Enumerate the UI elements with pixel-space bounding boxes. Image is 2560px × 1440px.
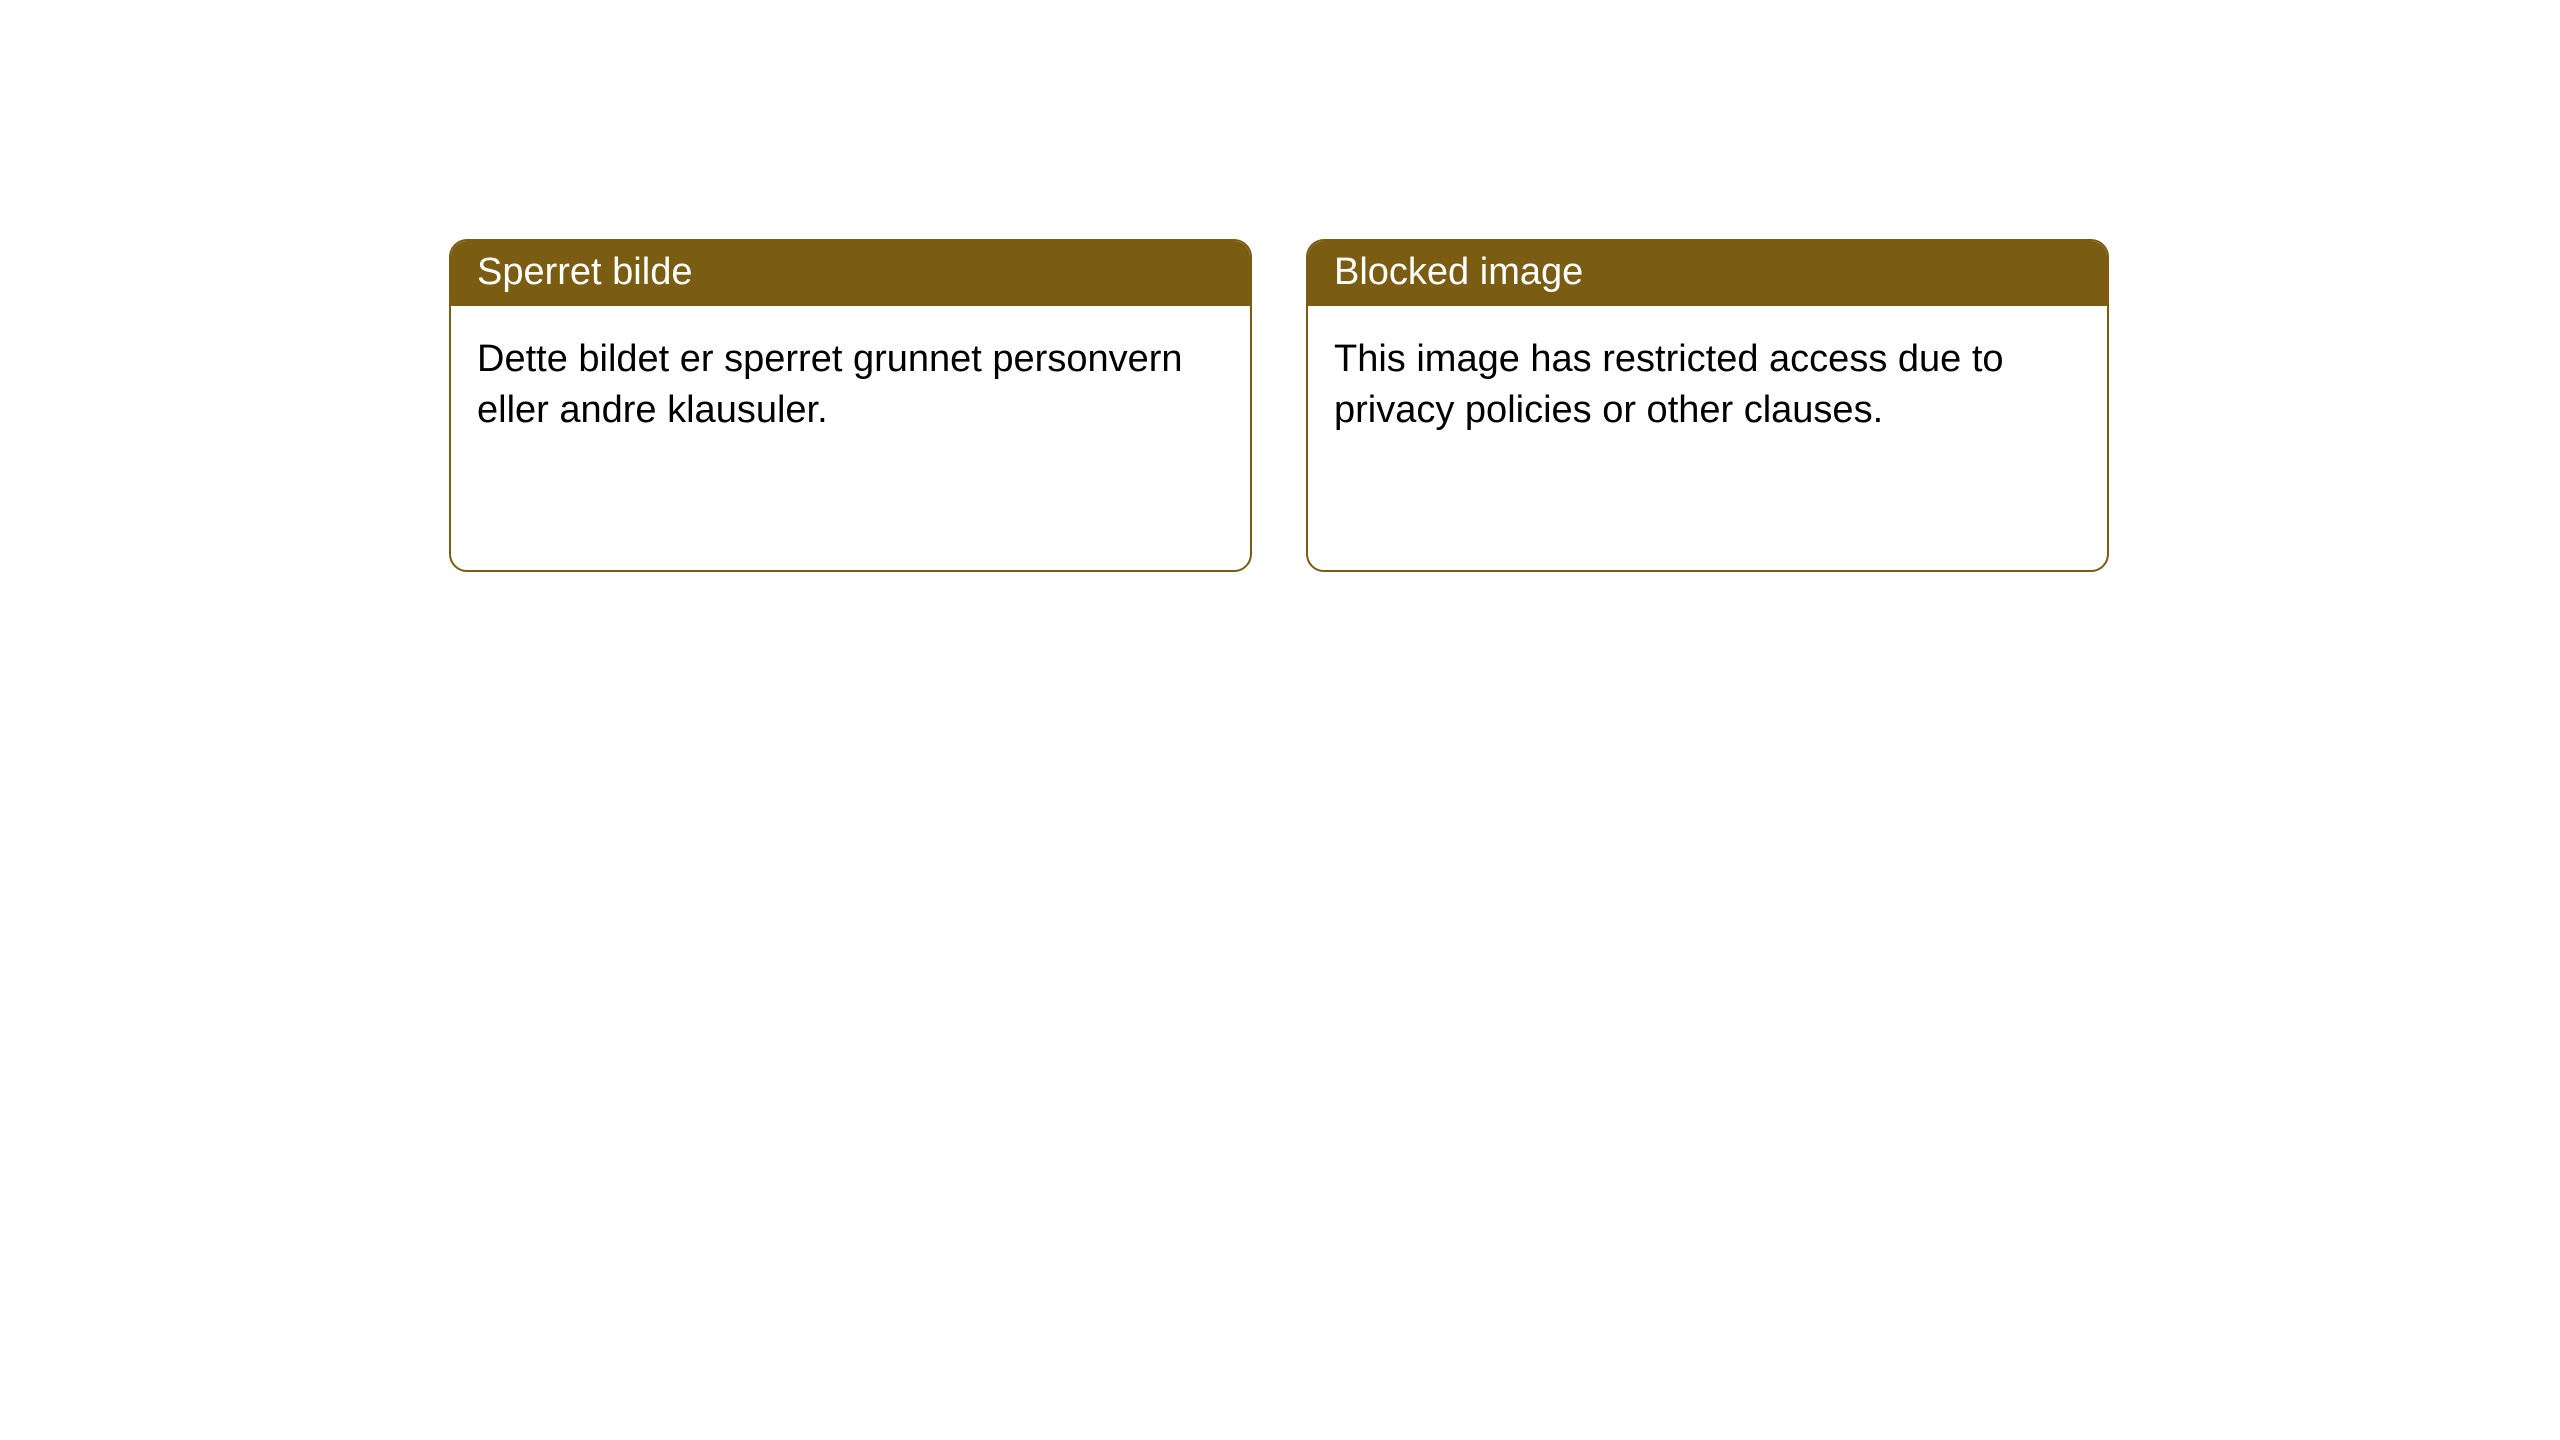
card-body: This image has restricted access due to … [1308, 306, 2107, 465]
card-header: Blocked image [1308, 241, 2107, 306]
notice-card-english: Blocked image This image has restricted … [1306, 239, 2109, 572]
notice-card-norwegian: Sperret bilde Dette bildet er sperret gr… [449, 239, 1252, 572]
card-header: Sperret bilde [451, 241, 1250, 306]
notice-cards-container: Sperret bilde Dette bildet er sperret gr… [449, 239, 2109, 572]
card-body: Dette bildet er sperret grunnet personve… [451, 306, 1250, 465]
